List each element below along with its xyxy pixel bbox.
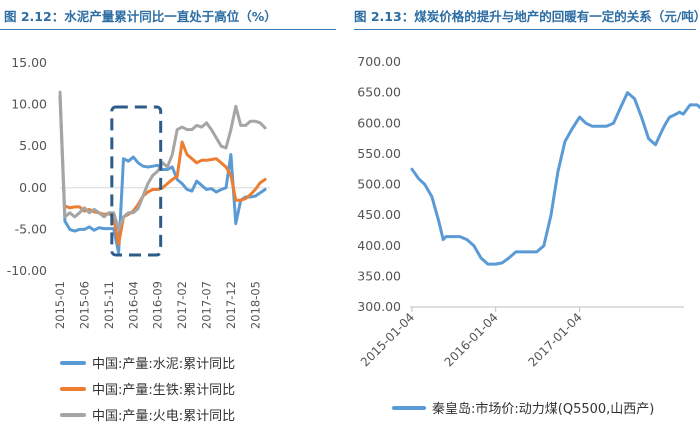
legend-swatch-pigiron xyxy=(60,386,86,391)
y-tick-label: 500.00 xyxy=(357,177,401,192)
x-tick-label: 2018-05 xyxy=(248,281,262,329)
panel-title-right: 图 2.13：煤炭价格的提升与地产的回暖有一定的关系（元/吨） xyxy=(354,9,700,24)
x-tick-label: 2017-12 xyxy=(224,281,238,329)
x-tick-label: 2017-07 xyxy=(200,281,214,329)
y-tick-label: 450.00 xyxy=(357,207,401,222)
y-tick-label: 400.00 xyxy=(357,238,401,253)
x-tick-label: 2015-01-04 xyxy=(358,310,417,369)
title-divider-left xyxy=(0,29,336,30)
x-tick-label: 2017-01-04 xyxy=(526,310,585,369)
title-divider-right xyxy=(354,29,696,30)
legend-swatch-coal xyxy=(392,405,426,410)
series-line-coal-price xyxy=(410,91,700,266)
x-tick-label: 2016-09 xyxy=(151,281,165,329)
legend-label-cement: 中国:产量:水泥:累计同比 xyxy=(92,357,236,372)
chart-left: -10.00 -5.00 0.00 5.00 10.00 15.00 2015-01 2015… xyxy=(7,55,270,329)
legend-swatch-cement xyxy=(60,360,86,365)
y-tick-label: 600.00 xyxy=(357,115,401,130)
x-tick-label: 2015-11 xyxy=(102,281,116,329)
y-tick-label: -10.00 xyxy=(7,263,47,278)
legend-label-pigiron: 中国:产量:生铁:累计同比 xyxy=(92,383,236,398)
legend-swatch-thermal xyxy=(60,412,86,417)
y-tick-label: 15.00 xyxy=(11,55,47,70)
x-tick-label: 2015-01 xyxy=(53,281,67,329)
x-tick-label: 2016-04 xyxy=(126,281,140,329)
legend-label-coal: 秦皇岛:市场价:动力煤(Q5500,山西产) xyxy=(432,402,655,417)
legend-item-thermal: 中国:产量:火电:累计同比 xyxy=(60,405,235,424)
series-line-cement xyxy=(58,94,267,255)
y-tick-label: 550.00 xyxy=(357,146,401,161)
legend-item-pigiron: 中国:产量:生铁:累计同比 xyxy=(60,379,235,398)
x-tick-label: 2016-01-04 xyxy=(442,310,501,369)
y-tick-label: 650.00 xyxy=(357,85,401,100)
y-tick-label: 5.00 xyxy=(19,138,47,153)
series-line-thermal xyxy=(58,90,267,231)
y-tick-label: 10.00 xyxy=(11,97,47,112)
x-tick-label: 2015-06 xyxy=(77,281,91,329)
x-tick-label: 2017-02 xyxy=(175,281,189,329)
legend-label-thermal: 中国:产量:火电:累计同比 xyxy=(92,409,236,424)
legend-item-cement: 中国:产量:水泥:累计同比 xyxy=(60,353,235,372)
y-tick-label: 0.00 xyxy=(19,180,47,195)
y-tick-label: 700.00 xyxy=(357,54,401,69)
panel-title-left: 图 2.12：水泥产量累计同比一直处于高位（%） xyxy=(4,9,277,24)
y-tick-label: 300.00 xyxy=(357,299,401,314)
y-tick-label: 350.00 xyxy=(357,268,401,283)
y-tick-label: -5.00 xyxy=(15,221,47,236)
legend-item-coal: 秦皇岛:市场价:动力煤(Q5500,山西产) xyxy=(392,398,654,417)
highlight-dashed-box xyxy=(110,105,163,257)
